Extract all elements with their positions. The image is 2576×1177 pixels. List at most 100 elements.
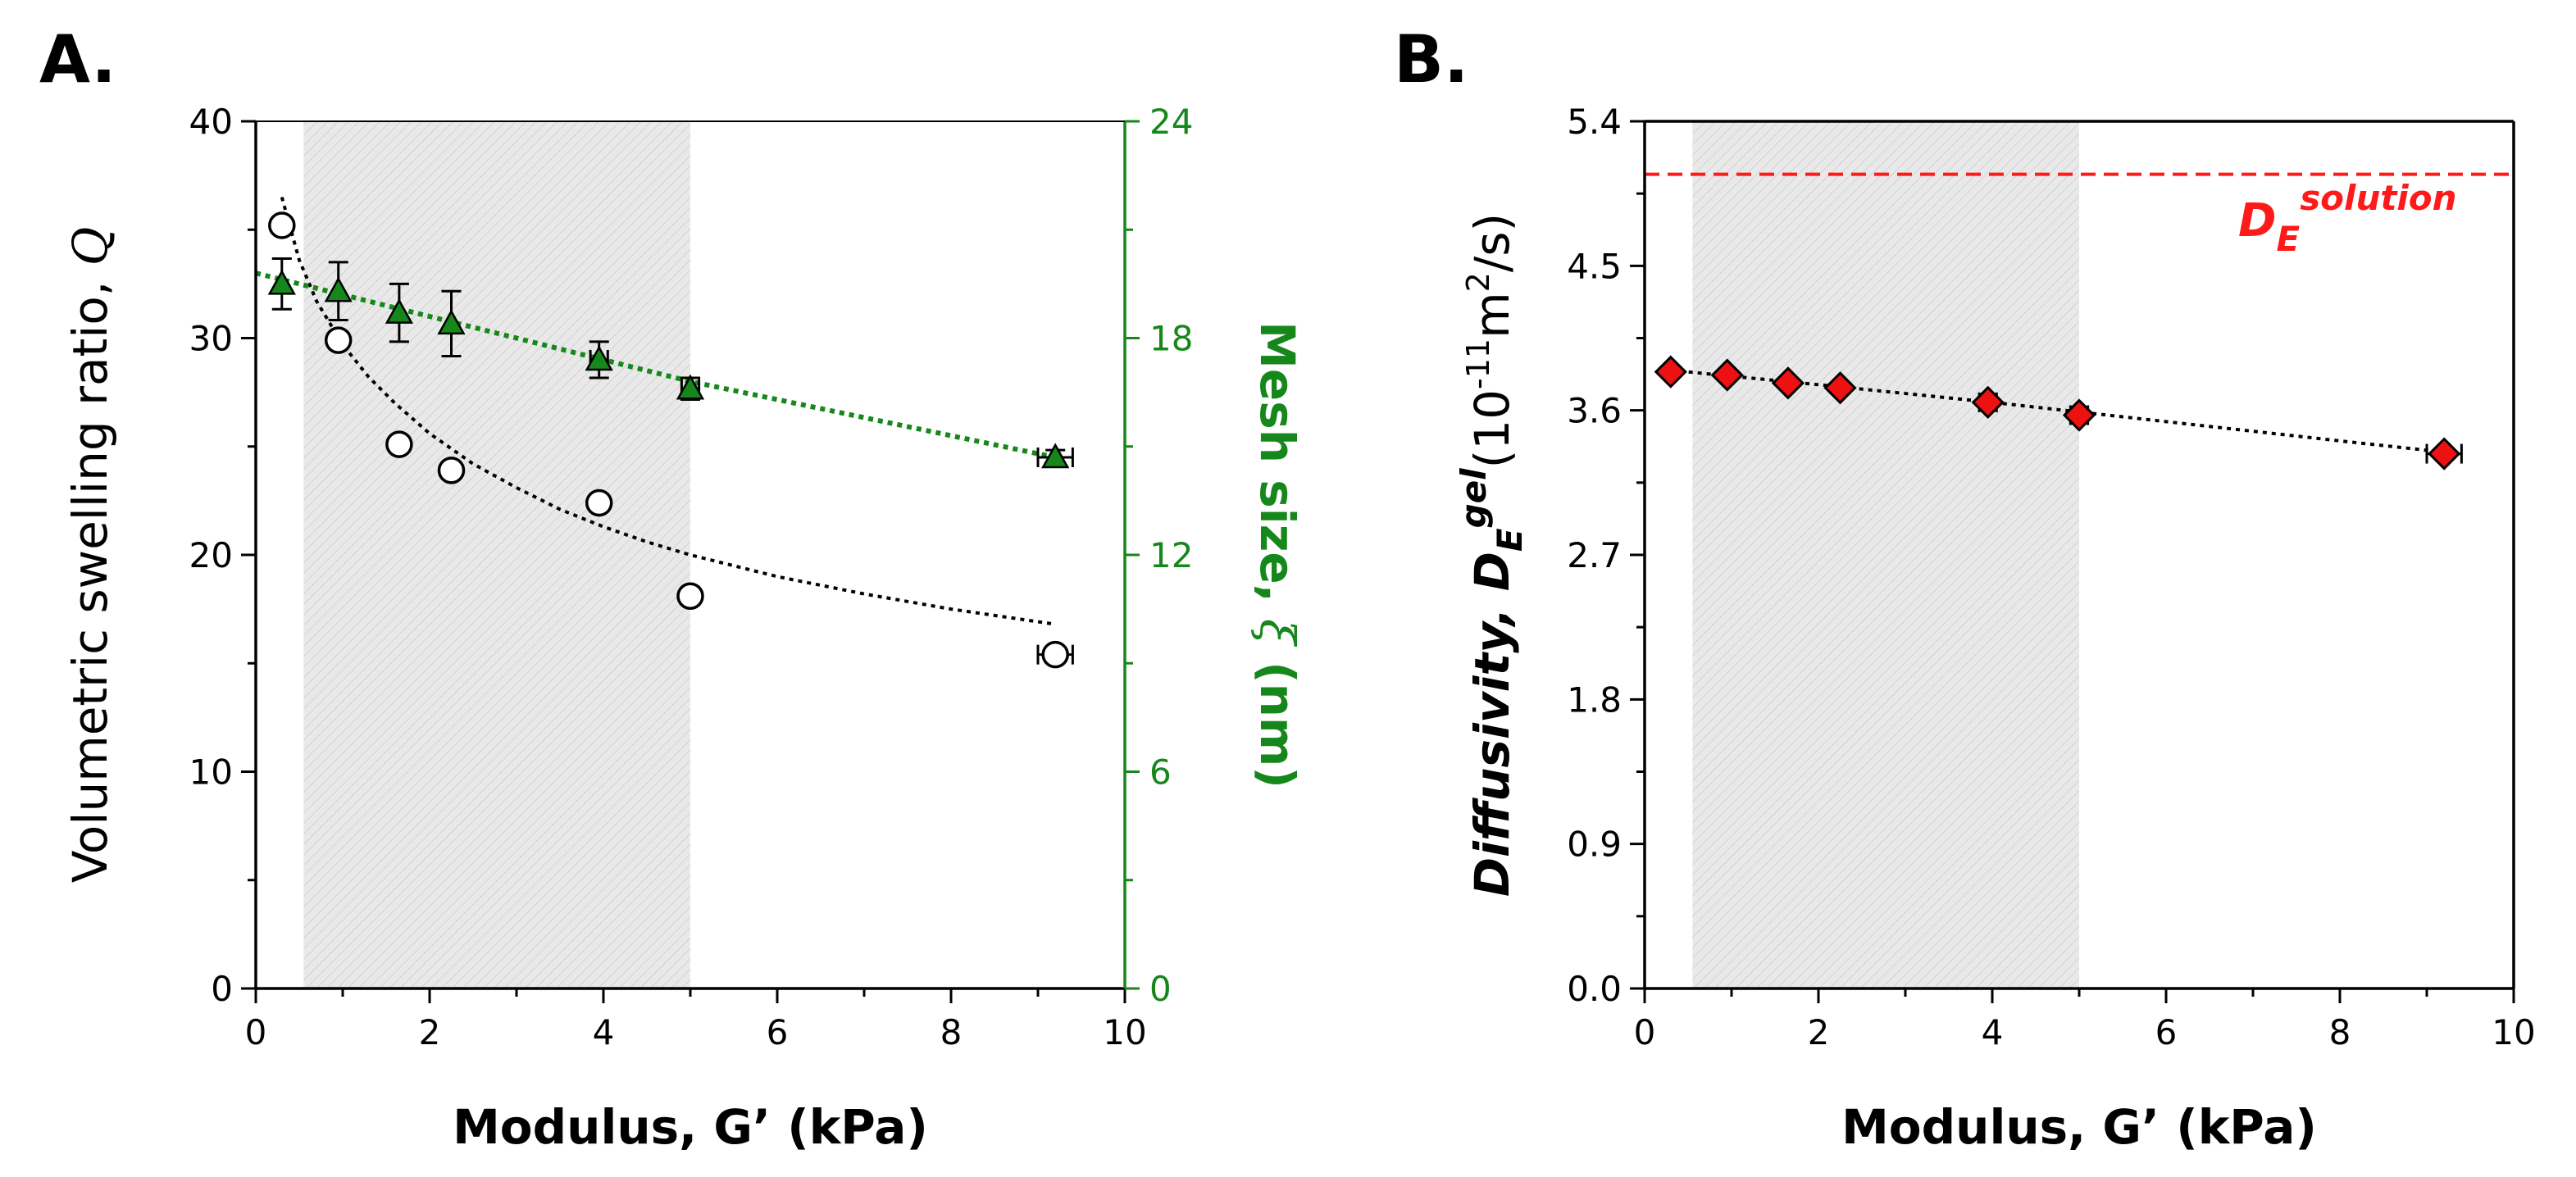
- chart-a-x-tick-label: 8: [940, 1012, 963, 1052]
- chart-b-y-axis-title-units: (10: [1464, 389, 1520, 468]
- diamond-marker: [1823, 371, 1857, 405]
- open-circle-marker: [437, 457, 466, 484]
- chart-a-y2-axis-title-symbol: ξ: [1249, 619, 1305, 648]
- panel-b-label: B.: [1394, 21, 1468, 98]
- chart-b-y-tick-label: 0.9: [1567, 825, 1622, 865]
- chart-b-point: [2425, 437, 2463, 470]
- chart-b-point: [2062, 398, 2096, 432]
- chart-a-x-axis-title: Modulus, G’ (kPa): [453, 1099, 928, 1155]
- chart-a-y2-axis-title: Mesh size, ξ (nm): [1249, 321, 1305, 788]
- chart-b-y-axis-title: Diffusivity, DEgel(10-11m2/s): [1454, 213, 1530, 897]
- chart-a-point: [267, 257, 296, 311]
- chart-b-y-axis-title-units-end: /s): [1464, 213, 1520, 272]
- chart-a-point: [585, 340, 613, 379]
- chart-b-x-tick-label: 0: [1634, 1012, 1656, 1052]
- chart-b-reference-label-d: D: [2238, 194, 2276, 248]
- chart-a-point: [324, 261, 353, 321]
- chart-a-point: [1036, 640, 1074, 669]
- diamond-marker: [1971, 385, 2005, 419]
- chart-b-reference-label: DEsolution: [2238, 178, 2457, 259]
- chart-a-point: [585, 489, 613, 517]
- chart-b-y-axis-title-units-exp2: 2: [1460, 272, 1496, 292]
- chart-a-x-tick-label: 6: [767, 1012, 789, 1052]
- chart-b-reference-label-sub: E: [2276, 219, 2300, 259]
- chart-a-point: [385, 282, 414, 343]
- chart-b-shade-rect: [1692, 121, 2079, 988]
- chart-b-point: [1710, 358, 1744, 392]
- chart-b-x-ticks: 0 2 4 6 8 10: [1634, 988, 2536, 1052]
- chart-a-shade-rect: [303, 121, 690, 988]
- diamond-marker: [1654, 355, 1687, 389]
- chart-a-fit-lines: [256, 197, 1056, 626]
- diamond-marker: [2428, 437, 2461, 470]
- chart-a-point: [385, 430, 413, 458]
- triangle-marker: [437, 309, 466, 335]
- chart-a-point: [268, 211, 296, 239]
- chart-a-fit-line-1: [280, 197, 1056, 626]
- triangle-marker: [385, 298, 414, 324]
- chart-b-y-axis-title-prefix: Diffusivity,: [1464, 591, 1520, 897]
- chart-b-point: [1971, 385, 2005, 419]
- chart-a-y-tick-label: 10: [189, 752, 233, 793]
- chart-a-y-axis-title-symbol: Q: [62, 227, 118, 266]
- chart-a-point: [1036, 443, 1074, 469]
- chart-b-point: [1823, 371, 1857, 405]
- chart-a-y2-tick-label: 0: [1149, 969, 1172, 1009]
- open-circle-marker: [268, 211, 296, 239]
- diamond-marker: [1710, 358, 1744, 392]
- chart-b-point: [1654, 355, 1687, 389]
- chart-b-x-axis-title: Modulus, G’ (kPa): [1841, 1099, 2317, 1155]
- chart-a-y-axis-title-prefix: Volumetric swelling ratio,: [62, 266, 118, 883]
- chart-b-y-ticks: 0.0 0.9 1.8 2.7 3.6 4.5 5.4: [1567, 102, 1645, 1009]
- open-circle-marker: [1041, 640, 1069, 669]
- triangle-marker: [676, 374, 705, 400]
- chart-b-y-axis-title-d: D: [1464, 552, 1520, 591]
- chart-a-y2-tick-label: 12: [1149, 535, 1193, 575]
- chart-b-y-axis-title-units-exp: -11: [1460, 339, 1496, 389]
- chart-b-y-tick-label: 5.4: [1567, 102, 1622, 142]
- chart-a-point: [437, 457, 466, 484]
- chart-a-x-ticks: 0 2 4 6 8 10: [245, 988, 1147, 1052]
- chart-a-y2-axis-title-prefix: Mesh size,: [1249, 321, 1305, 619]
- chart-a-point: [437, 289, 466, 358]
- panel-a-label: A.: [39, 21, 116, 98]
- open-circle-marker: [676, 582, 704, 611]
- chart-a-x-tick-label: 4: [593, 1012, 615, 1052]
- chart-b-x-tick-label: 10: [2492, 1012, 2535, 1052]
- chart-b-point: [1771, 366, 1805, 400]
- chart-a-y-tick-label: 40: [189, 102, 233, 142]
- chart-a-y-axis-title: Volumetric swelling ratio, Q: [62, 227, 118, 884]
- open-circle-marker: [385, 430, 413, 458]
- chart-a-shaded-region: [303, 121, 690, 988]
- chart-b-y-tick-label: 3.6: [1567, 391, 1622, 431]
- chart-a-point: [324, 326, 353, 354]
- chart-a-fit-line-2: [256, 270, 1056, 460]
- triangle-marker: [1041, 443, 1070, 469]
- chart-a-y2-tick-label: 6: [1149, 752, 1172, 793]
- chart-b: 0 2 4 6 8 10 0.0 0.9 1.8 2.7 3.6 4.5 5.4 Modulus, G…: [1454, 102, 2536, 1155]
- open-circle-marker: [324, 326, 353, 354]
- chart-a-x-tick-label: 0: [245, 1012, 267, 1052]
- chart-b-x-tick-label: 8: [2329, 1012, 2351, 1052]
- chart-b-y-tick-label: 2.7: [1567, 535, 1622, 575]
- chart-a-y-tick-label: 30: [189, 319, 233, 359]
- chart-a-x-tick-label: 10: [1103, 1012, 1146, 1052]
- chart-b-shaded-region: [1692, 121, 2079, 988]
- chart-b-y-axis-title-sub: E: [1490, 528, 1530, 552]
- chart-a-y2-tick-label: 24: [1149, 102, 1193, 142]
- chart-a-point: [676, 374, 705, 401]
- chart-b-y-axis-title-units-rest: m: [1464, 292, 1520, 339]
- chart-b-y-axis-title-sup: gel: [1454, 468, 1494, 529]
- chart-b-x-tick-label: 2: [1808, 1012, 1830, 1052]
- chart-b-reference-label-sup: solution: [2300, 178, 2456, 218]
- chart-a-y-ticks: 0 10 20 30 40: [189, 102, 256, 1009]
- chart-a-y2-axis-title-suffix: (nm): [1249, 645, 1305, 788]
- triangle-marker: [585, 345, 613, 371]
- chart-a-y-tick-label: 0: [211, 969, 233, 1009]
- diamond-marker: [2062, 398, 2096, 432]
- chart-b-y-tick-label: 0.0: [1567, 969, 1622, 1009]
- triangle-marker: [267, 269, 296, 295]
- chart-a-y2-ticks: 0 6 12 18 24: [1125, 102, 1193, 1009]
